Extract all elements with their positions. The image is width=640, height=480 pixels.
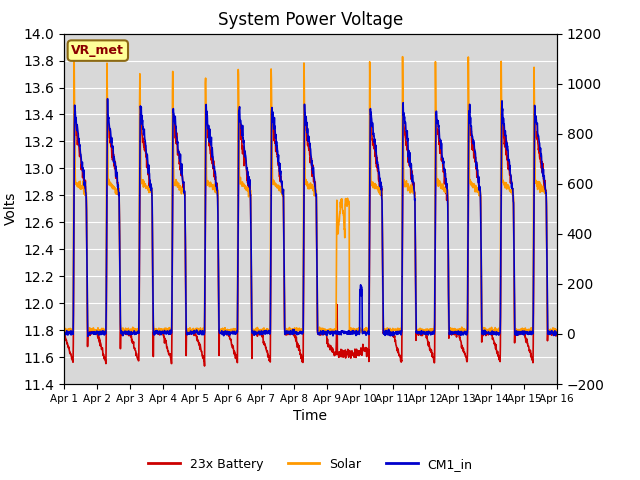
- CM1_in: [397, 332, 404, 338]
- 23x Battery: [60, 329, 68, 335]
- Solar: [166, 325, 173, 331]
- Text: VR_met: VR_met: [72, 44, 124, 57]
- Line: CM1_in: CM1_in: [64, 99, 557, 336]
- 23x Battery: [397, 358, 404, 364]
- Solar: [349, 330, 357, 336]
- CM1_in: [166, 330, 173, 336]
- Solar: [60, 326, 68, 332]
- CM1_in: [104, 96, 111, 102]
- Solar: [397, 328, 404, 334]
- 23x Battery: [165, 352, 173, 358]
- CM1_in: [262, 330, 269, 336]
- CM1_in: [245, 174, 253, 180]
- Title: System Power Voltage: System Power Voltage: [218, 11, 403, 29]
- Legend: 23x Battery, Solar, CM1_in: 23x Battery, Solar, CM1_in: [143, 453, 477, 476]
- Solar: [553, 329, 561, 335]
- 23x Battery: [201, 363, 209, 369]
- CM1_in: [264, 330, 272, 336]
- 23x Battery: [262, 343, 269, 348]
- CM1_in: [60, 330, 68, 336]
- CM1_in: [553, 331, 561, 336]
- 23x Battery: [531, 111, 538, 117]
- Line: 23x Battery: 23x Battery: [64, 114, 557, 366]
- 23x Battery: [553, 328, 561, 334]
- CM1_in: [89, 329, 97, 335]
- 23x Battery: [244, 175, 252, 180]
- Solar: [244, 194, 252, 200]
- Solar: [262, 327, 269, 333]
- Solar: [264, 328, 271, 334]
- Solar: [89, 326, 97, 332]
- X-axis label: Time: Time: [293, 409, 328, 423]
- Y-axis label: Volts: Volts: [4, 192, 18, 226]
- Solar: [70, 54, 78, 60]
- Line: Solar: Solar: [64, 57, 557, 333]
- 23x Battery: [264, 354, 271, 360]
- CM1_in: [84, 334, 92, 339]
- 23x Battery: [88, 330, 96, 336]
